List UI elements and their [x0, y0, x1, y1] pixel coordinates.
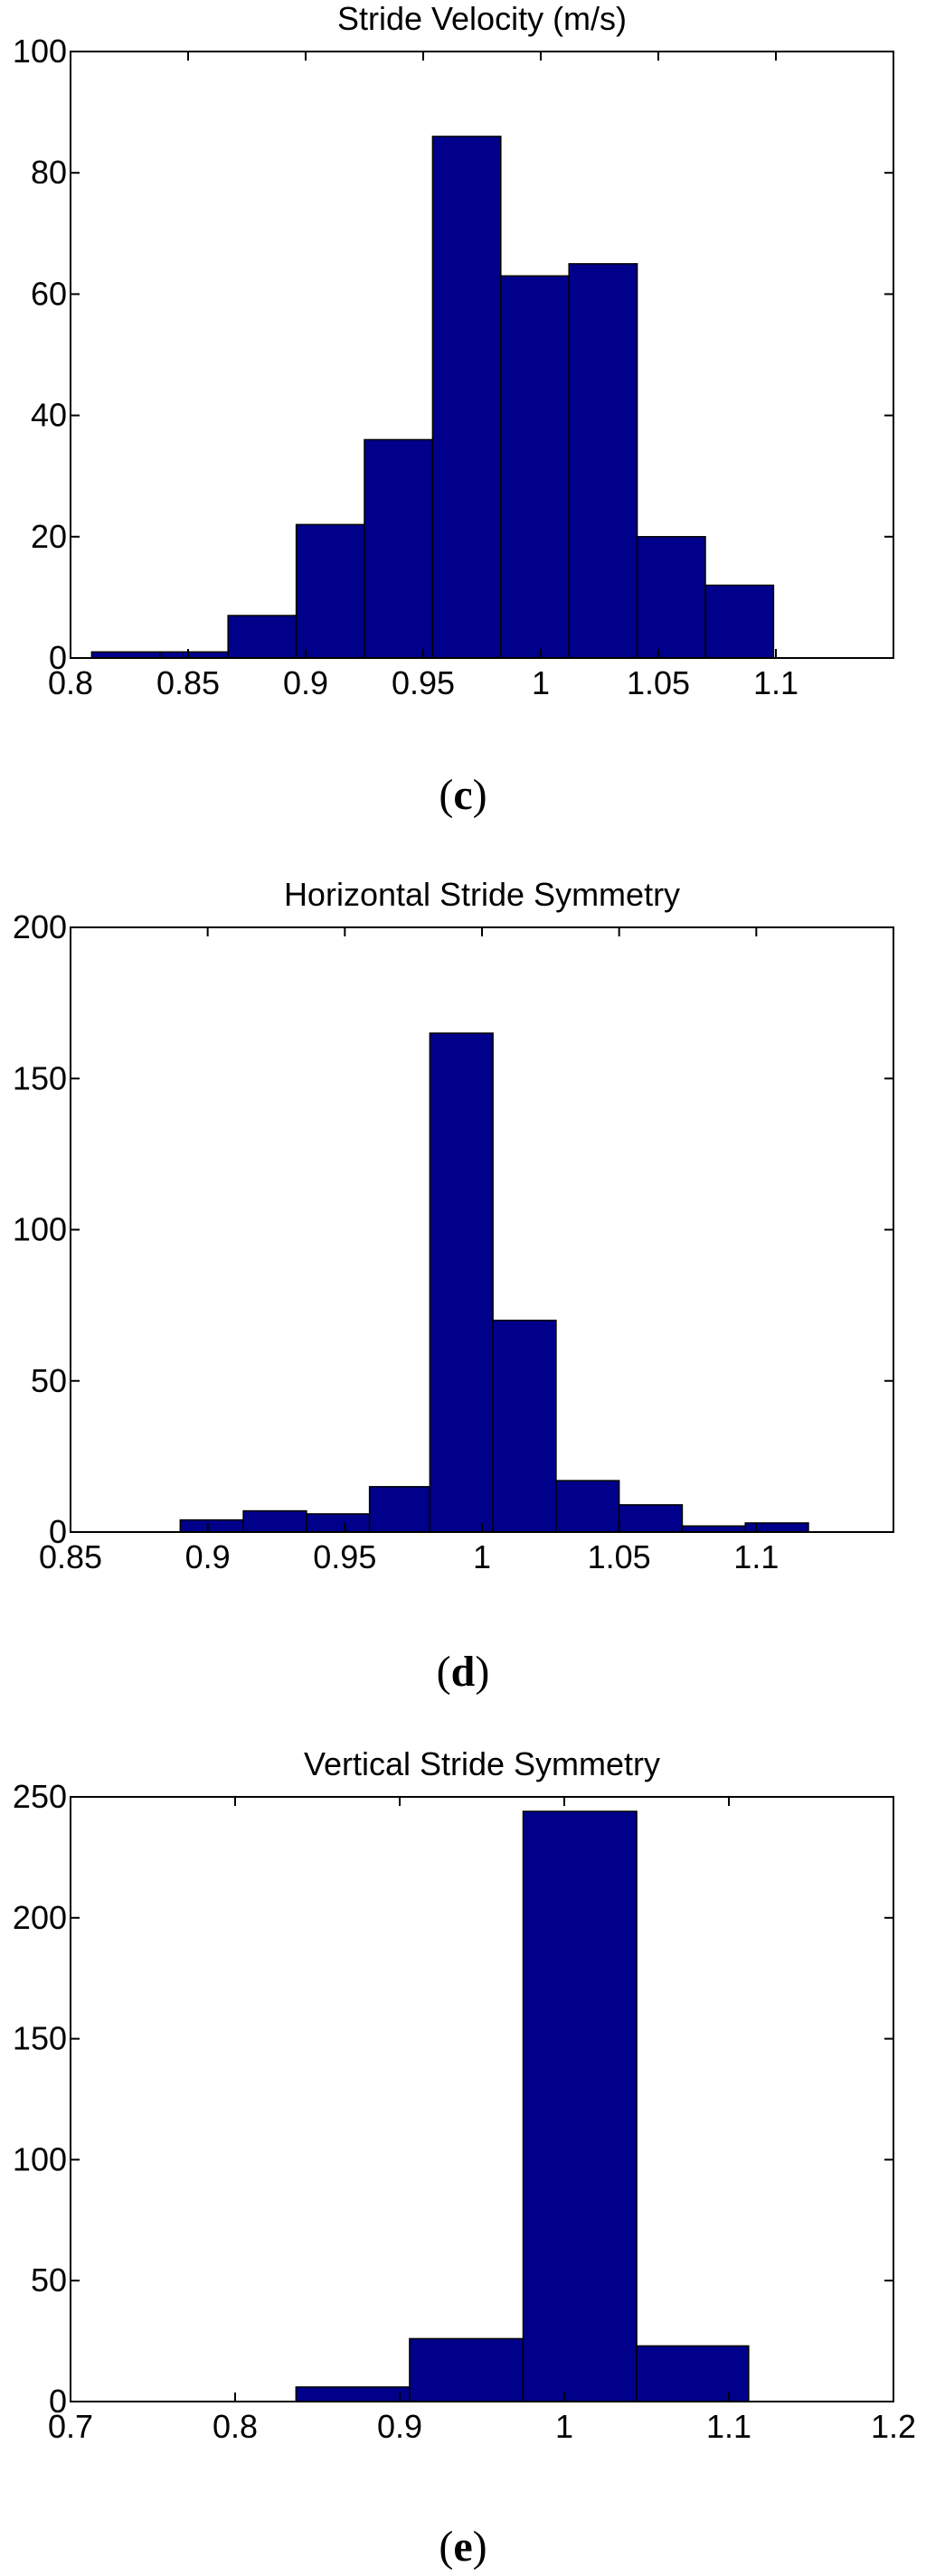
y-tick-label-0: 0	[49, 639, 67, 676]
bar-2	[227, 615, 298, 659]
y-tick-label-1: 50	[31, 1362, 67, 1399]
y-tick-label-1: 50	[31, 2261, 67, 2299]
bar-1	[159, 651, 229, 659]
y-tick-label-4: 200	[13, 908, 67, 945]
bar-0	[179, 1518, 244, 1533]
y-tick-label-5: 250	[13, 1778, 67, 1815]
bar-7	[568, 263, 638, 659]
x-tick-label-3: 0.95	[392, 664, 455, 701]
plot-frame	[70, 1796, 894, 2402]
bar-3	[295, 523, 365, 659]
bar-9	[744, 1522, 809, 1533]
bar-0	[295, 2386, 411, 2402]
bar-3	[636, 2345, 750, 2402]
plot-frame	[70, 51, 894, 659]
x-tick-label-0: 0.85	[39, 1538, 102, 1575]
bar-2	[306, 1513, 371, 1533]
y-tick-label-2: 100	[13, 1211, 67, 1248]
chart-title: Vertical Stride Symmetry	[304, 1745, 660, 1782]
chart-title: Stride Velocity (m/s)	[337, 0, 627, 37]
bar-1	[242, 1509, 307, 1533]
x-tick-label-0: 0.8	[48, 664, 93, 701]
bar-4	[429, 1032, 494, 1533]
x-tick-label-5: 1.2	[871, 2408, 916, 2445]
bar-4	[364, 438, 434, 659]
x-tick-label-4: 1.05	[588, 1538, 651, 1575]
caption-c: (c)	[439, 771, 487, 819]
chart-horizontal-stride-symmetry: 0.85 0.9 0.95 1 1.05 1.1 0 50 100 150 200 Horizonta…	[13, 876, 894, 1575]
chart-stride-velocity: 0.8 0.85 0.9 0.95 1 1.05 1.1 0 20 40 60 80 100 Stride…	[13, 0, 894, 701]
y-tick-label-3: 150	[13, 2020, 67, 2057]
x-tick-label-3: 1	[473, 1538, 491, 1575]
x-tick-label-2: 0.9	[283, 664, 328, 701]
chart-title: Horizontal Stride Symmetry	[284, 876, 680, 913]
bar-9	[704, 584, 775, 659]
bar-5	[492, 1320, 557, 1533]
x-tick-label-1: 0.8	[213, 2408, 258, 2445]
caption-c-letter: c	[453, 771, 473, 819]
y-tick-label-0: 0	[49, 1513, 67, 1550]
bar-2	[522, 1810, 638, 2402]
x-tick-label-6: 1.1	[753, 664, 798, 701]
x-tick-label-2: 0.9	[377, 2408, 422, 2445]
x-tick-label-1: 0.85	[156, 664, 220, 701]
bar-3	[368, 1486, 431, 1533]
bar-6	[500, 275, 570, 659]
y-tick-label-4: 80	[31, 154, 67, 191]
y-tick-label-2: 40	[31, 397, 67, 434]
y-tick-label-4: 200	[13, 1899, 67, 1936]
y-tick-label-1: 20	[31, 518, 67, 555]
chart-vertical-stride-symmetry: 0.7 0.8 0.9 1 1.1 1.2 0 50 100 150 200 250 Vertical …	[13, 1745, 916, 2445]
y-tick-label-5: 100	[13, 33, 67, 70]
bar-8	[636, 536, 706, 659]
bar-6	[555, 1480, 620, 1533]
y-tick-label-3: 60	[31, 275, 67, 312]
bar-1	[409, 2337, 524, 2402]
bar-5	[431, 136, 502, 659]
bar-8	[681, 1525, 746, 1533]
x-tick-label-5: 1.1	[733, 1538, 779, 1575]
x-tick-label-2: 0.95	[313, 1538, 376, 1575]
y-tick-label-0: 0	[49, 2383, 67, 2420]
bar-7	[618, 1504, 684, 1533]
y-tick-label-3: 150	[13, 1059, 67, 1096]
caption-d: (d)	[436, 1648, 490, 1696]
x-tick-label-3: 1	[555, 2408, 573, 2445]
x-tick-label-4: 1	[532, 664, 550, 701]
x-tick-label-1: 0.9	[185, 1538, 231, 1575]
x-tick-label-0: 0.7	[48, 2408, 93, 2445]
x-tick-label-4: 1.1	[706, 2408, 751, 2445]
caption-e: (e)	[439, 2523, 487, 2571]
x-tick-label-5: 1.05	[627, 664, 690, 701]
caption-d-letter: d	[450, 1648, 476, 1696]
caption-e-letter: e	[453, 2523, 473, 2571]
y-tick-label-2: 100	[13, 2140, 67, 2177]
bar-0	[90, 651, 161, 659]
